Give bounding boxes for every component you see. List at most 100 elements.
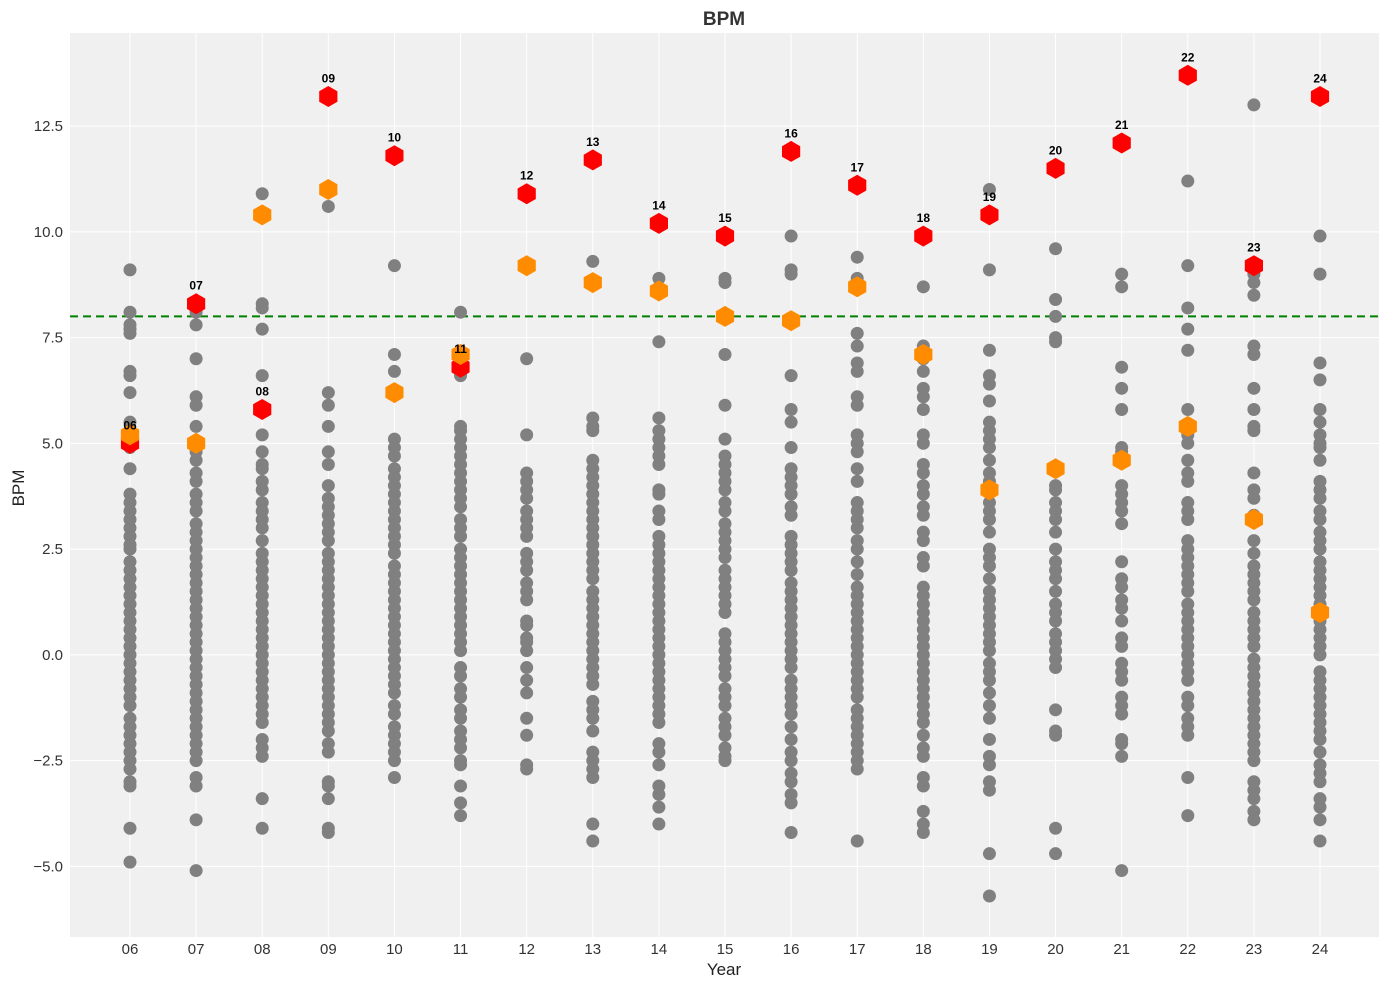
data-point bbox=[916, 779, 930, 793]
x-tick-label: 09 bbox=[320, 941, 337, 958]
data-point bbox=[916, 487, 930, 501]
data-point bbox=[784, 775, 798, 789]
data-point bbox=[784, 563, 798, 577]
max-point bbox=[1112, 132, 1131, 154]
data-point bbox=[1181, 584, 1195, 598]
data-point bbox=[1181, 699, 1195, 713]
data-point bbox=[718, 754, 732, 768]
data-point bbox=[652, 817, 666, 831]
data-point bbox=[520, 673, 534, 687]
data-point bbox=[1115, 360, 1129, 374]
max-point bbox=[1310, 86, 1330, 107]
data-point bbox=[454, 644, 468, 658]
point-annotation: 11 bbox=[454, 342, 467, 356]
data-point bbox=[982, 394, 996, 408]
data-point bbox=[387, 449, 401, 463]
data-point bbox=[652, 411, 666, 425]
data-point bbox=[1181, 809, 1195, 823]
point-annotation: 15 bbox=[718, 211, 732, 225]
data-point bbox=[1115, 267, 1129, 281]
data-point bbox=[1313, 415, 1327, 429]
data-point bbox=[387, 771, 401, 785]
data-point bbox=[123, 762, 137, 776]
data-point bbox=[850, 690, 864, 704]
data-point bbox=[1247, 491, 1261, 505]
data-point bbox=[189, 352, 203, 366]
data-point bbox=[982, 343, 996, 357]
data-point bbox=[982, 183, 996, 197]
data-point bbox=[1181, 474, 1195, 488]
data-point bbox=[916, 364, 930, 378]
data-point bbox=[916, 280, 930, 294]
data-point bbox=[189, 453, 203, 467]
max-series bbox=[120, 64, 1330, 454]
data-point bbox=[718, 669, 732, 683]
data-point bbox=[321, 792, 335, 806]
data-point bbox=[1115, 504, 1129, 518]
x-tick-label: 13 bbox=[584, 941, 601, 958]
data-point bbox=[916, 804, 930, 818]
data-point bbox=[652, 335, 666, 349]
point-annotation: 17 bbox=[851, 160, 865, 174]
data-point bbox=[1115, 381, 1129, 395]
data-point bbox=[123, 855, 137, 869]
data-point bbox=[123, 699, 137, 713]
x-tick-label: 24 bbox=[1312, 941, 1329, 958]
data-point bbox=[1313, 542, 1327, 556]
data-point bbox=[652, 512, 666, 526]
x-tick-label: 10 bbox=[386, 941, 403, 958]
data-point bbox=[520, 593, 534, 607]
data-point bbox=[123, 542, 137, 556]
data-point bbox=[916, 508, 930, 522]
y-axis-label: BPM bbox=[9, 470, 28, 507]
data-point bbox=[1313, 356, 1327, 370]
data-point bbox=[387, 364, 401, 378]
data-point bbox=[123, 305, 137, 319]
data-point bbox=[586, 834, 600, 848]
data-point bbox=[1049, 847, 1063, 861]
data-point bbox=[189, 864, 203, 878]
data-point bbox=[189, 318, 203, 332]
data-point bbox=[454, 796, 468, 810]
max-point bbox=[319, 86, 338, 107]
data-point bbox=[718, 504, 732, 518]
data-point bbox=[520, 563, 534, 577]
data-point bbox=[1049, 309, 1063, 323]
data-point bbox=[387, 546, 401, 560]
annotation-labels: 06 07 08 09 10 11 12 13 14 15 16 17 18 19 20 21 22 23 24 bbox=[123, 50, 1327, 432]
y-tick-label: 0.0 bbox=[42, 647, 63, 664]
data-point bbox=[1247, 546, 1261, 560]
data-point bbox=[982, 644, 996, 658]
data-point bbox=[1049, 728, 1063, 742]
data-point bbox=[1247, 276, 1261, 290]
data-point bbox=[982, 441, 996, 455]
y-tick-label: 2.5 bbox=[42, 541, 63, 558]
data-point bbox=[916, 402, 930, 416]
data-point bbox=[454, 529, 468, 543]
data-point bbox=[255, 445, 269, 459]
data-point bbox=[1181, 728, 1195, 742]
x-tick-label: 17 bbox=[849, 941, 866, 958]
data-point bbox=[1247, 792, 1261, 806]
data-point bbox=[189, 779, 203, 793]
data-point bbox=[454, 711, 468, 725]
chart-title: BPM bbox=[703, 9, 745, 30]
point-annotation: 19 bbox=[983, 190, 997, 204]
data-point bbox=[255, 322, 269, 336]
data-point bbox=[850, 555, 864, 569]
data-point bbox=[1247, 402, 1261, 416]
data-point bbox=[1313, 745, 1327, 759]
x-tick-label: 16 bbox=[783, 941, 800, 958]
point-annotation: 22 bbox=[1181, 50, 1195, 64]
data-point bbox=[1313, 229, 1327, 243]
x-tick-label: 11 bbox=[453, 941, 469, 958]
max-point bbox=[583, 149, 602, 171]
data-point bbox=[520, 428, 534, 442]
data-point bbox=[586, 572, 600, 586]
data-point bbox=[982, 453, 996, 467]
data-point bbox=[454, 758, 468, 772]
data-point bbox=[1049, 542, 1063, 556]
second-point bbox=[319, 179, 338, 200]
data-point bbox=[1049, 525, 1063, 539]
data-point bbox=[784, 826, 798, 840]
